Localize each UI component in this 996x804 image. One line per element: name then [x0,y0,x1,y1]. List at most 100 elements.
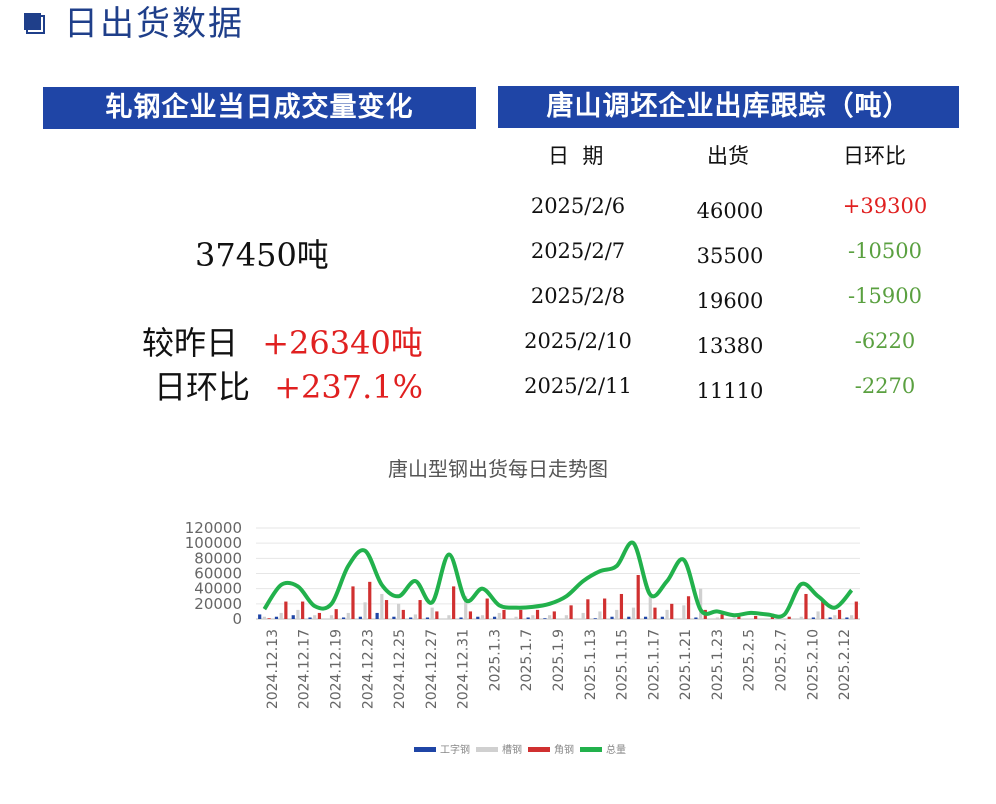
bar-2 [317,612,322,619]
legend-label: 总量 [606,743,626,756]
bar-2 [267,618,271,619]
legend-label: 工字钢 [440,743,470,756]
row-date: 2025/2/7 [530,239,626,263]
bar-0 [375,612,379,619]
row-dod: +39300 [842,194,928,218]
bar-1 [514,616,518,619]
row-dod: -15900 [848,284,922,308]
x-tick-label: 2024.12.17 [297,629,313,709]
y-tick-label: 20000 [194,595,242,613]
bar-0 [459,617,463,619]
x-tick-label: 2024.12.23 [360,629,376,709]
total-line [262,540,854,619]
bar-0 [526,617,530,619]
bar-2 [653,607,657,619]
x-tick-label: 2025.1.9 [551,629,567,691]
left-banner: 轧钢企业当日成交量变化 [43,87,476,129]
bar-1 [581,612,585,619]
bar-2 [787,616,791,619]
bar-1 [447,615,451,619]
bar-2 [837,609,842,619]
right-banner: 唐山调坯企业出库跟踪（吨） [498,86,959,128]
row-dod: -10500 [848,239,922,263]
row-date: 2025/2/6 [530,194,626,218]
vs-yesterday-value: +26340吨 [262,324,423,362]
bar-0 [543,618,547,619]
bar-0 [694,617,698,619]
bar-1 [833,615,837,619]
bar-2 [636,575,640,619]
bar-1 [397,603,401,619]
bar-0 [274,616,279,619]
bar-0 [845,617,849,619]
bar-0 [828,617,832,619]
row-ship: 13380 [696,334,764,358]
bar-2 [603,598,607,619]
bar-1 [313,615,317,619]
bar-1 [598,611,602,619]
dod-label: 日环比 [154,368,251,406]
bar-0 [476,616,480,619]
bar-2 [452,586,456,619]
x-tick-label: 2025.1.15 [615,629,631,700]
bar-1 [631,607,636,619]
chart-title: 唐山型钢出货每日走势图 [388,457,608,481]
x-tick-label: 2025.1.17 [646,629,662,700]
dod-value: +237.1% [274,368,424,406]
bar-1 [262,616,266,619]
x-tick-label: 2024.12.19 [328,629,344,709]
bar-2 [284,601,288,619]
bar-0 [291,615,295,619]
bar-1 [363,602,367,619]
bar-2 [737,615,741,619]
bar-0 [409,617,413,619]
bar-2 [804,593,808,619]
bar-2 [854,601,858,619]
bar-2 [619,593,624,619]
x-tick-label: 2025.1.23 [710,629,726,700]
row-ship: 35500 [696,244,764,268]
row-ship: 11110 [696,379,764,403]
bar-2 [384,600,389,619]
bar-1 [296,609,300,619]
x-tick-label: 2024.12.27 [424,629,440,709]
y-tick-label: 100000 [185,534,242,552]
bar-0 [341,617,346,619]
bar-1 [816,611,820,619]
bar-1 [430,607,434,619]
bar-1 [799,616,803,619]
bar-2 [468,611,473,619]
bar-2 [770,616,775,619]
x-tick-label: 2025.2.10 [805,629,821,700]
bar-1 [531,615,535,619]
bar-1 [715,617,719,619]
x-tick-label: 2025.1.13 [583,629,599,700]
legend-swatch [528,747,550,752]
vs-yesterday-label: 较昨日 [142,324,239,362]
legend-swatch [580,747,602,752]
page-title: 日出货数据 [64,4,244,44]
header-date: 日 期 [548,144,604,168]
bar-2 [485,598,489,619]
bar-0 [811,617,815,619]
bar-2 [686,596,691,619]
bar-2 [418,600,422,619]
bar-0 [593,618,597,619]
bar-2 [368,581,372,619]
bar-2 [821,599,825,619]
x-tick-label: 2025.2.7 [774,629,790,691]
x-tick-label: 2025.1.21 [678,629,694,700]
bar-2 [552,611,556,619]
bar-1 [850,615,854,619]
bar-1 [329,615,334,619]
bar-2 [670,603,674,619]
row-dod: -6220 [854,329,916,353]
header-ship: 出货 [707,144,749,168]
legend-swatch [414,747,436,752]
bar-1 [413,614,417,619]
bar-1 [699,588,703,619]
bar-2 [720,614,724,619]
row-date: 2025/2/11 [524,374,632,398]
bar-2 [435,611,439,619]
title-square-icon [24,13,45,34]
